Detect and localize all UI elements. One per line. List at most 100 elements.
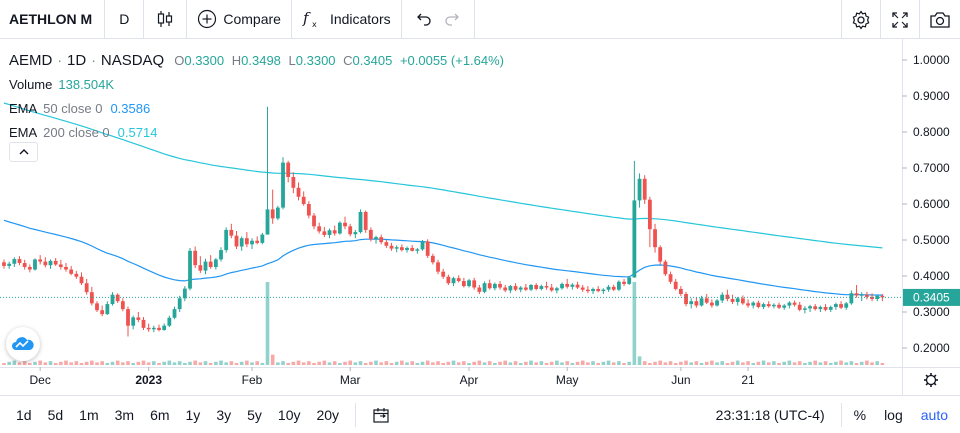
candle xyxy=(472,277,477,290)
candle-body xyxy=(84,283,89,293)
volume-bar xyxy=(234,363,239,365)
price-tick-label: 0.5000 xyxy=(913,233,950,247)
calendar-icon xyxy=(372,406,390,424)
candle-body xyxy=(637,178,642,201)
candle xyxy=(270,189,275,224)
candle xyxy=(606,285,611,292)
legend-ema50-row[interactable]: EMA 50 close 0 0.3586 xyxy=(9,96,504,120)
range-button-1d[interactable]: 1d xyxy=(16,406,32,423)
candle-body xyxy=(213,259,218,267)
volume-bar xyxy=(84,361,89,365)
fullscreen-button[interactable] xyxy=(880,0,919,39)
range-button-5d[interactable]: 5d xyxy=(47,406,64,423)
candle-body xyxy=(322,231,327,235)
undo-icon[interactable] xyxy=(416,11,432,27)
candle xyxy=(720,292,725,303)
volume-bar xyxy=(575,361,580,365)
chevron-up-icon xyxy=(18,148,30,156)
candle xyxy=(430,253,435,265)
candle xyxy=(503,285,508,293)
range-button-1y[interactable]: 1y xyxy=(185,406,201,423)
settings-button[interactable] xyxy=(841,0,880,39)
last-price-line: 0.3405 xyxy=(0,288,960,306)
snapshot-button[interactable] xyxy=(919,0,960,39)
volume-bar xyxy=(792,362,797,365)
candle xyxy=(265,106,270,235)
volume-bar xyxy=(813,360,818,365)
candle-body xyxy=(348,226,353,235)
volume-bar xyxy=(715,362,719,365)
range-button-20y[interactable]: 20y xyxy=(316,406,340,423)
candle-body xyxy=(110,294,115,305)
compare-button[interactable]: Compare xyxy=(187,0,292,39)
candle-body xyxy=(120,301,125,310)
candle-body xyxy=(43,261,48,266)
volume-bar xyxy=(586,362,590,365)
candle-body xyxy=(539,286,544,289)
range-button-5y[interactable]: 5y xyxy=(247,406,262,423)
candle xyxy=(616,280,621,292)
candle xyxy=(580,285,585,292)
candle-body xyxy=(27,267,32,270)
range-button-3m[interactable]: 3m xyxy=(114,406,135,423)
legend-ohlc: O0.3300 H0.3498 L0.3300 C0.3405 +0.0055 … xyxy=(174,53,504,68)
legend-separator: · xyxy=(91,52,96,68)
candle-body xyxy=(694,301,699,306)
candle-body xyxy=(756,302,761,307)
candle xyxy=(353,229,358,239)
range-button-6m[interactable]: 6m xyxy=(150,406,170,423)
candle-body xyxy=(198,265,203,271)
volume-bar xyxy=(534,362,539,365)
price-axis[interactable]: 1.0000 0.9000 0.8000 0.7000 0.6000 0.5000 0.40… xyxy=(902,39,950,395)
volume-bar xyxy=(425,360,430,365)
symbol-search-button[interactable]: AETHLON M xyxy=(0,0,106,39)
volume-bar xyxy=(38,360,42,365)
candle xyxy=(322,227,327,238)
goto-date-button[interactable] xyxy=(372,406,390,424)
legend-high: 0.3498 xyxy=(241,52,281,68)
range-button-1m[interactable]: 1m xyxy=(79,406,99,423)
volume-bar xyxy=(79,363,84,365)
legend-volume-row[interactable]: Volume 138.504K xyxy=(9,72,504,96)
chart-pane[interactable]: 0.3405 1.0000 0.9000 0.8000 0.7000 0.6000 0.5… xyxy=(0,39,960,395)
candle-body xyxy=(399,247,404,251)
bottom-right: 23:31:18 (UTC-4) % log auto xyxy=(716,396,960,433)
range-button-3y[interactable]: 3y xyxy=(216,406,232,423)
volume-bar xyxy=(818,362,823,365)
candle xyxy=(389,242,394,251)
legend-collapse-button[interactable] xyxy=(9,142,38,162)
candle xyxy=(513,283,518,292)
ema50-path xyxy=(3,219,883,296)
legend-symbol[interactable]: AEMD xyxy=(9,51,53,69)
range-button-10y[interactable]: 10y xyxy=(277,406,301,423)
candle xyxy=(291,172,296,194)
candle xyxy=(771,303,776,309)
candle-body xyxy=(844,303,849,308)
volume-bar xyxy=(684,360,688,365)
auto-toggle[interactable]: auto xyxy=(920,407,948,423)
chart-type-button[interactable] xyxy=(144,0,188,39)
log-toggle[interactable]: log xyxy=(884,407,903,423)
interval-button[interactable]: D xyxy=(105,0,145,39)
legend-ema200-row[interactable]: EMA 200 close 0 0.5714 xyxy=(9,120,504,144)
clock-time[interactable]: 23:31:18 (UTC-4) xyxy=(715,407,825,423)
time-axis[interactable]: Dec 2023 Feb Mar Apr May Jun 21 xyxy=(0,367,960,387)
candle-body xyxy=(735,298,740,302)
candle-body xyxy=(368,229,373,240)
candle xyxy=(213,258,218,270)
candle xyxy=(415,247,420,254)
volume-bar xyxy=(312,363,316,365)
redo-icon[interactable] xyxy=(444,11,460,27)
candle-body xyxy=(482,283,487,292)
candle xyxy=(554,286,559,294)
tradingview-logo[interactable] xyxy=(6,327,40,361)
volume-bar xyxy=(172,362,177,365)
candle xyxy=(591,287,595,294)
price-chart[interactable]: 0.3405 1.0000 0.9000 0.8000 0.7000 0.6000 0.5… xyxy=(0,39,960,395)
percent-toggle[interactable]: % xyxy=(840,403,878,427)
volume-bar xyxy=(177,361,182,365)
axis-settings-icon-tooth xyxy=(933,374,937,378)
volume-bar xyxy=(787,360,792,365)
candle xyxy=(575,281,580,289)
